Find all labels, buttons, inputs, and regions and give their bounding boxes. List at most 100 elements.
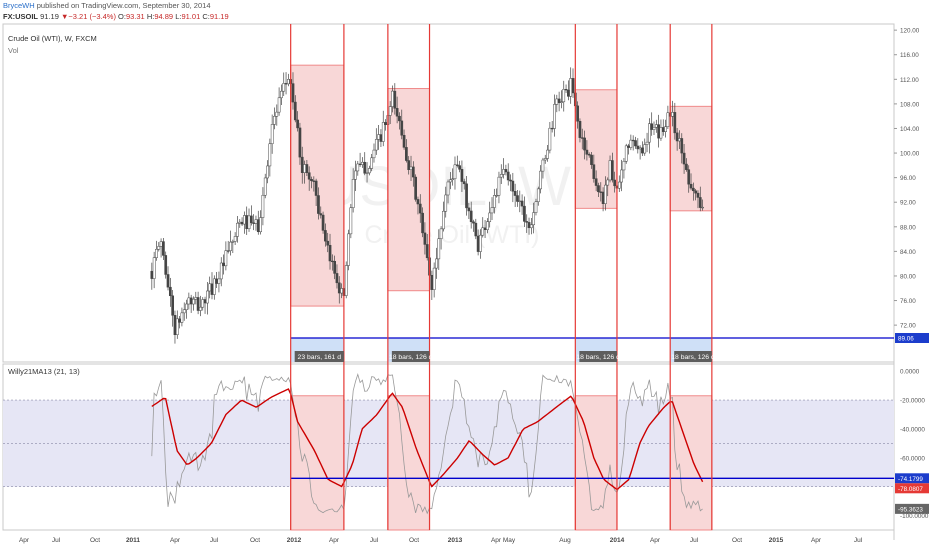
candle-body: [284, 83, 288, 85]
willy-last-badge: [895, 503, 929, 514]
time-tick-label: Apr: [329, 537, 340, 544]
candle-body: [474, 222, 478, 237]
candle-body: [472, 221, 475, 224]
author-link[interactable]: BryceWH: [3, 1, 35, 10]
price-level-badge: [895, 333, 929, 343]
candle-body: [416, 199, 420, 205]
candle-body: [210, 283, 214, 295]
candle-body: [381, 122, 385, 142]
candle-body: [696, 192, 700, 198]
candle-body: [449, 179, 452, 183]
range-badge: [674, 351, 712, 362]
candle-body: [224, 250, 228, 267]
candle-body: [643, 144, 647, 154]
candle-body: [664, 126, 667, 132]
indicator-legend[interactable]: Willy21MA13 (21, 13): [8, 367, 80, 376]
candle-body: [425, 244, 429, 259]
range-badge: [294, 351, 344, 362]
price-tick-label: 84.00: [900, 249, 916, 256]
candle-body: [513, 191, 517, 196]
candle-body: [451, 178, 455, 181]
candle-body: [659, 127, 663, 139]
willy-line: [151, 373, 703, 515]
candle-body: [604, 184, 607, 204]
candle-body: [455, 164, 459, 166]
candle-body: [657, 124, 660, 139]
candle-body: [585, 149, 589, 155]
candle-body: [465, 183, 468, 209]
candle-body: [201, 299, 205, 308]
candle-body: [629, 139, 633, 148]
candle-body: [349, 207, 353, 235]
time-tick-label: 2013: [448, 537, 463, 544]
candle-body: [321, 214, 325, 231]
candle-body: [613, 179, 617, 187]
candle-body: [610, 160, 614, 181]
candle-body: [481, 227, 485, 236]
candle-body: [326, 240, 330, 246]
candle-body: [317, 195, 320, 214]
candle-body: [488, 212, 492, 222]
candle-body: [261, 194, 265, 218]
candle-body: [467, 207, 471, 212]
candle-body: [238, 221, 242, 224]
candle-body: [548, 127, 552, 151]
candle-body: [606, 179, 610, 186]
candle-body: [402, 134, 406, 148]
candle-body: [243, 215, 246, 225]
candle-body: [580, 137, 584, 139]
candle-body: [370, 157, 374, 169]
main-series-legend[interactable]: Crude Oil (WTI), W, FXCM: [8, 34, 97, 43]
candle-body: [546, 149, 549, 159]
candle-body: [233, 236, 237, 242]
candle-body: [555, 98, 559, 105]
candle-body: [372, 149, 376, 159]
candle-body: [173, 315, 177, 336]
candle-body: [576, 105, 579, 122]
price-tick-label: 120.00: [900, 28, 920, 35]
candle-body: [437, 238, 441, 260]
willy-last-badge-label: -95.3623: [898, 506, 923, 513]
volume-legend[interactable]: Vol: [8, 46, 19, 55]
candle-body: [384, 122, 387, 125]
candle-body: [430, 275, 434, 290]
open-label: O:: [118, 12, 126, 21]
candle-body: [245, 215, 249, 230]
close-value: 91.19: [209, 12, 229, 21]
candle-body: [701, 206, 704, 209]
candle-body: [256, 219, 260, 233]
candle-body: [175, 318, 179, 336]
candle-body: [541, 159, 545, 172]
candle-body: [682, 152, 686, 165]
candle-body: [534, 201, 538, 213]
time-tick-label: Apr: [650, 537, 661, 544]
candle-body: [330, 260, 334, 263]
candle-body: [675, 132, 679, 142]
candle-body: [409, 166, 413, 170]
candle-body: [351, 179, 355, 208]
candle-body: [504, 169, 508, 173]
candle-body: [583, 137, 586, 151]
candle-body: [648, 123, 651, 143]
candle-body: [678, 138, 681, 142]
candle-body: [319, 213, 323, 216]
candle-body: [414, 176, 417, 200]
candle-body: [388, 106, 392, 116]
candle-body: [516, 195, 519, 202]
time-tick-label: Oct: [732, 537, 742, 544]
candle-body: [400, 120, 404, 136]
candle-body: [229, 241, 232, 251]
candle-body: [458, 165, 461, 170]
indicator-zone-box: [290, 395, 345, 531]
candle-body: [159, 241, 163, 247]
indicator-tick-label: -60.0000: [900, 455, 925, 462]
candle-body: [530, 224, 533, 229]
candle-body: [254, 219, 258, 224]
candle-body: [532, 212, 536, 226]
candle-body: [199, 306, 202, 311]
candle-body: [687, 169, 691, 185]
candle-body: [495, 195, 498, 197]
candle-body: [462, 181, 466, 185]
price-tick-label: 80.00: [900, 273, 916, 280]
